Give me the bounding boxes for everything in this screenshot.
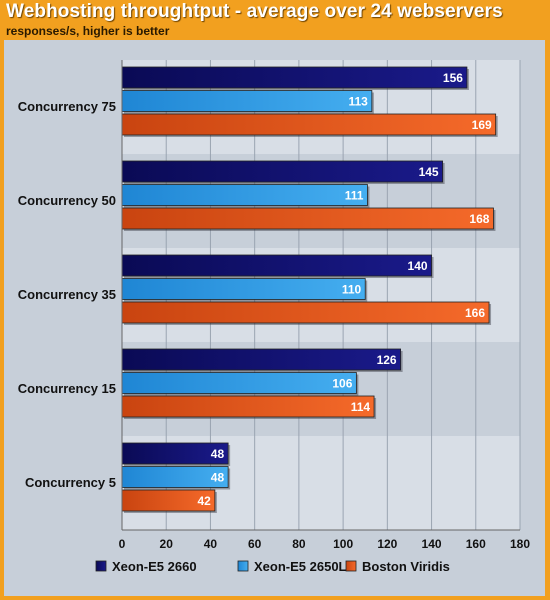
bar-xeon-e5-2650l xyxy=(121,184,368,206)
legend-swatch xyxy=(345,560,357,572)
title-bar: Webhosting throughtput - average over 24… xyxy=(0,0,550,40)
bar-value-label: 166 xyxy=(465,306,485,320)
x-tick-label: 0 xyxy=(119,537,126,551)
bar-value-label: 168 xyxy=(469,212,489,226)
bar-value-label: 42 xyxy=(198,494,212,508)
bar-value-label: 113 xyxy=(348,95,368,109)
chart-subtitle: responses/s, higher is better xyxy=(6,24,170,38)
bar-xeon-e5-2660 xyxy=(121,160,444,183)
bar-xeon-e5-2660 xyxy=(121,66,468,89)
bar-value-label: 106 xyxy=(332,377,352,391)
legend-label: Xeon-E5 2650L xyxy=(254,559,347,574)
bar-xeon-e5-2660 xyxy=(121,348,402,371)
bar-xeon-e5-2650l xyxy=(121,90,373,112)
bar-value-label: 126 xyxy=(377,353,397,367)
legend-label: Boston Viridis xyxy=(362,559,450,574)
bar-value-label: 145 xyxy=(419,165,439,179)
category-label: Concurrency 5 xyxy=(25,475,116,490)
x-tick-label: 100 xyxy=(333,537,353,551)
bar-value-label: 48 xyxy=(211,471,225,485)
bar-value-label: 169 xyxy=(472,118,492,132)
legend-swatch xyxy=(237,560,249,572)
chart-title: Webhosting throughtput - average over 24… xyxy=(6,1,503,22)
bar-value-label: 114 xyxy=(351,400,371,414)
category-label: Concurrency 75 xyxy=(18,99,116,114)
bar-value-label: 48 xyxy=(211,447,225,461)
x-tick-label: 20 xyxy=(160,537,174,551)
x-tick-label: 60 xyxy=(248,537,262,551)
x-tick-label: 40 xyxy=(204,537,218,551)
bar-value-label: 156 xyxy=(443,71,463,85)
bar-boston-viridis xyxy=(121,113,497,136)
x-tick-label: 120 xyxy=(377,537,397,551)
bar-boston-viridis xyxy=(121,207,494,230)
bar-xeon-e5-2650l xyxy=(121,372,357,394)
category-label: Concurrency 35 xyxy=(18,287,116,302)
bar-xeon-e5-2660 xyxy=(121,254,432,277)
bar-boston-viridis xyxy=(121,395,375,418)
x-tick-label: 160 xyxy=(466,537,486,551)
bar-xeon-e5-2650l xyxy=(121,278,366,300)
plot-panel: Concurrency 75 156 113 169 Concurrency 50 145… xyxy=(4,40,545,596)
legend-label: Xeon-E5 2660 xyxy=(112,559,197,574)
x-tick-label: 180 xyxy=(510,537,530,551)
bar-boston-viridis xyxy=(121,301,490,324)
bar-value-label: 111 xyxy=(345,189,364,203)
category-label: Concurrency 15 xyxy=(18,381,116,396)
bar-value-label: 110 xyxy=(342,283,362,297)
legend-swatch xyxy=(95,560,107,572)
x-tick-label: 80 xyxy=(292,537,306,551)
category-label: Concurrency 50 xyxy=(18,193,116,208)
x-tick-label: 140 xyxy=(422,537,442,551)
bar-value-label: 140 xyxy=(408,259,428,273)
